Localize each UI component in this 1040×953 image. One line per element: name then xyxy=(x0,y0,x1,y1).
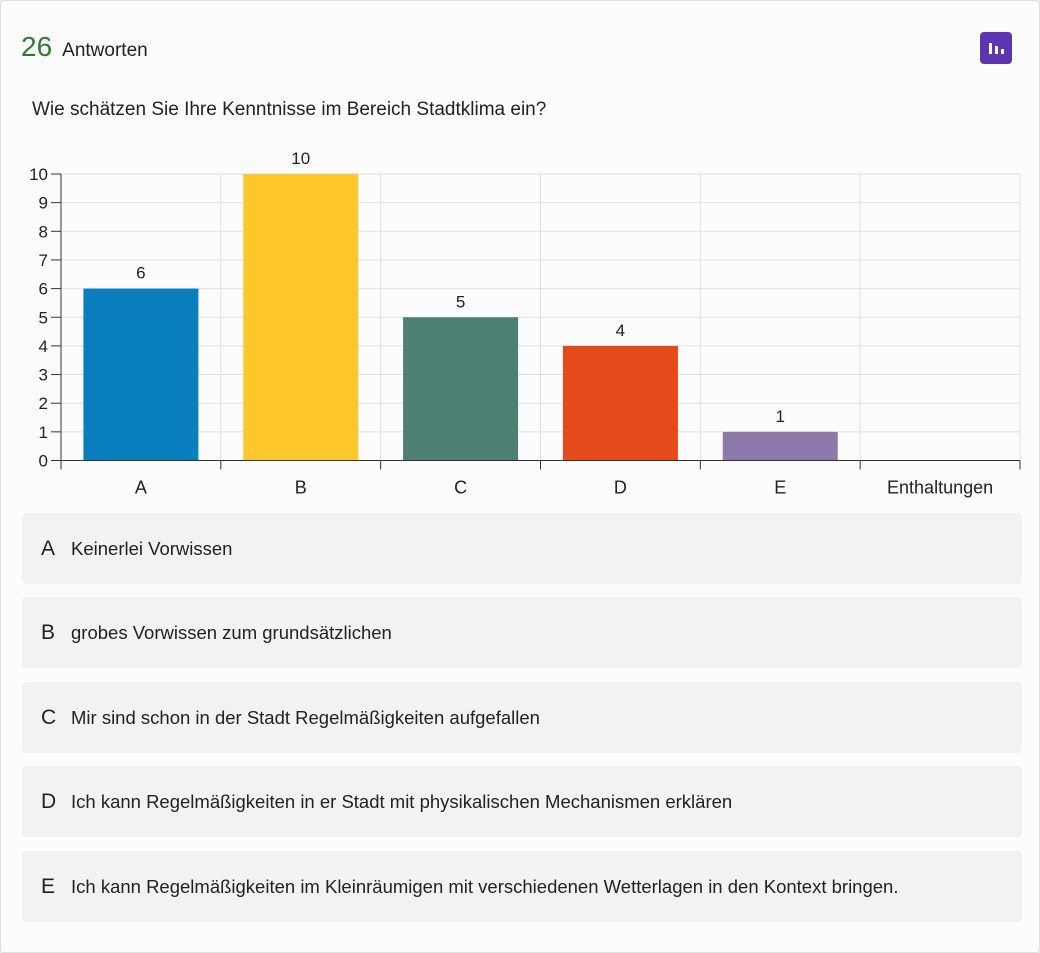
y-tick-label: 2 xyxy=(39,394,48,413)
x-tick-label: Enthaltungen xyxy=(887,478,993,498)
bar-value-label: 10 xyxy=(291,149,310,168)
y-tick-label: 4 xyxy=(39,337,48,356)
option-e: E Ich kann Regelmäßigkeiten im Kleinräum… xyxy=(22,851,1022,922)
bar-b xyxy=(243,174,359,461)
y-tick-label: 9 xyxy=(39,194,48,213)
y-tick-label: 5 xyxy=(39,308,48,327)
option-text: Mir sind schon in der Stadt Regelmäßigke… xyxy=(71,706,540,728)
bar-d xyxy=(562,345,678,461)
x-tick-label: D xyxy=(614,478,627,498)
y-tick-label: 8 xyxy=(39,222,48,241)
response-header: 26 Antworten xyxy=(21,31,148,63)
x-tick-label: E xyxy=(774,478,786,498)
y-tick-label: 0 xyxy=(39,452,48,471)
option-text: grobes Vorwissen zum grundsätzlichen xyxy=(71,621,392,643)
bar-a xyxy=(83,288,199,461)
y-tick-label: 3 xyxy=(39,366,48,385)
bar-value-label: 5 xyxy=(456,292,465,311)
option-key: D xyxy=(41,789,57,813)
y-tick-label: 7 xyxy=(39,251,48,270)
x-tick-label: B xyxy=(295,478,307,498)
bar-value-label: 1 xyxy=(776,407,785,426)
bar-value-label: 6 xyxy=(136,264,145,283)
x-tick-label: C xyxy=(454,478,467,498)
option-key: E xyxy=(41,874,56,898)
bar-c xyxy=(403,317,519,461)
bar-value-label: 4 xyxy=(616,321,625,340)
option-key: B xyxy=(41,620,56,644)
x-tick-label: A xyxy=(135,478,147,498)
chart-view-button[interactable] xyxy=(980,32,1012,64)
question-text: Wie schätzen Sie Ihre Kenntnisse im Bere… xyxy=(32,99,547,120)
results-bar-chart: 0 1 2 3 4 5 6 7 8 9 10 6 10 5 4 1 A B C D E Enthaltungen xyxy=(29,149,1021,498)
option-key: C xyxy=(41,705,57,729)
bar-e xyxy=(722,431,838,461)
bar-chart-icon xyxy=(989,43,1004,54)
option-c: C Mir sind schon in der Stadt Regelmäßig… xyxy=(22,682,1022,753)
option-text: Keinerlei Vorwissen xyxy=(71,537,233,559)
response-count-label: Antworten xyxy=(62,40,148,61)
option-b: B grobes Vorwissen zum grundsätzlichen xyxy=(22,597,1022,668)
y-tick-label: 6 xyxy=(39,280,48,299)
option-key: A xyxy=(41,536,56,560)
option-text: Ich kann Regelmäßigkeiten in er Stadt mi… xyxy=(71,790,733,812)
option-a: A Keinerlei Vorwissen xyxy=(22,513,1022,584)
y-tick-label: 1 xyxy=(39,423,48,442)
option-d: D Ich kann Regelmäßigkeiten in er Stadt … xyxy=(22,766,1022,837)
option-text: Ich kann Regelmäßigkeiten im Kleinräumig… xyxy=(71,875,899,897)
response-count: 26 xyxy=(21,31,53,62)
y-tick-label: 10 xyxy=(29,165,48,184)
